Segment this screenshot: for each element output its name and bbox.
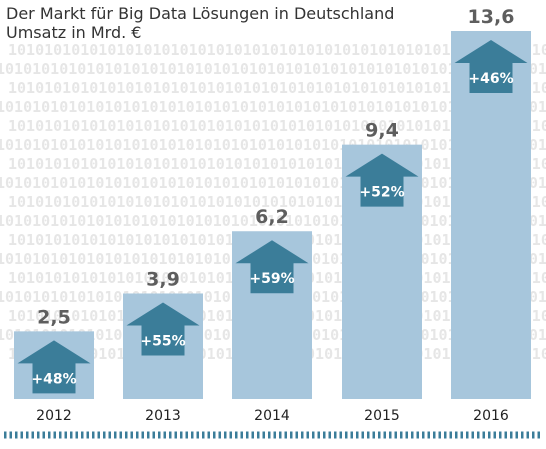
x-tick-label: 2014 — [254, 408, 290, 424]
growth-arrow-icon — [345, 153, 419, 207]
chart-title: Der Markt für Big Data Lösungen in Deuts… — [6, 4, 395, 23]
binary-pattern-row: 1010101010101010101010101010101010101010… — [8, 41, 546, 59]
growth-label: +55% — [140, 333, 185, 349]
chart-subtitle: Umsatz in Mrd. € — [6, 23, 142, 42]
value-label: 2,5 — [37, 306, 71, 328]
growth-arrow-icon — [126, 302, 200, 356]
value-label: 6,2 — [255, 206, 289, 228]
growth-label: +52% — [359, 185, 404, 201]
binary-pattern-row: 1010101010101010101010101010101010101010… — [8, 79, 546, 97]
value-label: 9,4 — [365, 120, 399, 142]
growth-label: +59% — [249, 271, 294, 287]
growth-label: +48% — [31, 371, 76, 387]
binary-pattern-row: 1010101010101010101010101010101010101010… — [0, 98, 546, 116]
growth-label: +46% — [468, 71, 513, 87]
x-tick-label: 2015 — [364, 408, 400, 424]
growth-arrow-icon — [454, 40, 528, 93]
value-label: 3,9 — [146, 268, 180, 290]
x-tick-label: 2013 — [145, 408, 181, 424]
x-tick-label: 2016 — [473, 408, 509, 424]
binary-pattern-row: 1010101010101010101010101010101010101010… — [0, 60, 546, 78]
value-label: 13,6 — [468, 6, 515, 28]
growth-arrow-icon — [235, 240, 309, 294]
binary-pattern-row: 1010101010101010101010101010101010101010… — [8, 117, 546, 135]
x-tick-label: 2012 — [36, 408, 72, 424]
growth-arrow-icon — [17, 340, 91, 394]
